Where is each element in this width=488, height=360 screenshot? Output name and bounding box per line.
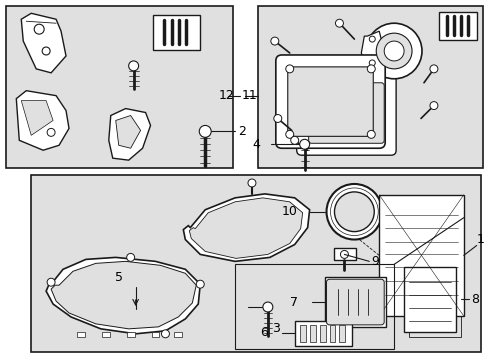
Bar: [294, 321, 352, 346]
Bar: [324, 277, 386, 327]
Text: 1: 1: [476, 233, 484, 246]
Text: 10: 10: [281, 205, 297, 218]
Polygon shape: [21, 100, 53, 135]
Circle shape: [273, 114, 281, 122]
Bar: [299, 325, 305, 342]
Bar: [257, 6, 482, 168]
Circle shape: [128, 61, 138, 71]
Circle shape: [429, 65, 437, 73]
Polygon shape: [116, 116, 141, 148]
Circle shape: [366, 65, 374, 73]
Polygon shape: [189, 198, 302, 258]
Bar: [339, 325, 345, 342]
Circle shape: [384, 41, 403, 61]
Text: 12: 12: [218, 89, 234, 102]
Text: 3: 3: [271, 322, 279, 336]
FancyBboxPatch shape: [296, 71, 395, 155]
Text: 4: 4: [251, 138, 260, 151]
Bar: [438, 12, 476, 40]
Text: 2: 2: [238, 125, 245, 138]
Bar: [309, 325, 315, 342]
Bar: [6, 6, 233, 168]
Bar: [408, 272, 460, 337]
Bar: [329, 325, 335, 342]
Circle shape: [299, 139, 309, 149]
Bar: [152, 15, 200, 50]
Circle shape: [340, 251, 347, 258]
Circle shape: [375, 33, 411, 69]
Circle shape: [326, 184, 382, 239]
Circle shape: [263, 302, 272, 312]
Bar: [126, 332, 134, 337]
FancyBboxPatch shape: [287, 67, 372, 136]
Bar: [174, 332, 182, 337]
Circle shape: [247, 179, 255, 187]
Circle shape: [126, 253, 134, 261]
Circle shape: [31, 104, 41, 113]
Circle shape: [334, 192, 373, 231]
FancyBboxPatch shape: [308, 83, 384, 143]
Polygon shape: [183, 194, 309, 261]
Text: 8: 8: [470, 293, 478, 306]
Circle shape: [47, 129, 55, 136]
Polygon shape: [108, 109, 150, 160]
Circle shape: [285, 65, 293, 73]
Circle shape: [270, 37, 278, 45]
Circle shape: [368, 60, 374, 66]
Bar: [31, 175, 480, 352]
FancyBboxPatch shape: [326, 279, 384, 325]
Polygon shape: [21, 13, 66, 73]
Text: 11: 11: [242, 89, 257, 102]
Polygon shape: [16, 91, 69, 150]
Circle shape: [47, 278, 55, 286]
Circle shape: [290, 136, 298, 144]
Circle shape: [34, 24, 44, 34]
Bar: [102, 332, 109, 337]
Bar: [151, 332, 159, 337]
Circle shape: [161, 330, 169, 338]
Bar: [319, 325, 325, 342]
Bar: [379, 195, 463, 316]
Circle shape: [366, 23, 421, 79]
Circle shape: [199, 125, 211, 137]
Bar: [77, 332, 85, 337]
Circle shape: [429, 102, 437, 109]
Circle shape: [366, 130, 374, 138]
Polygon shape: [361, 31, 384, 69]
Text: 5: 5: [115, 271, 122, 284]
Text: 6: 6: [260, 326, 267, 339]
Polygon shape: [46, 257, 200, 334]
Circle shape: [42, 47, 50, 55]
Circle shape: [196, 280, 204, 288]
Circle shape: [335, 19, 343, 27]
Bar: [403, 267, 455, 332]
Circle shape: [368, 36, 374, 42]
Polygon shape: [51, 261, 196, 329]
Bar: [334, 248, 356, 260]
Circle shape: [285, 130, 293, 138]
Text: 7: 7: [289, 296, 297, 309]
Text: 9: 9: [370, 255, 378, 268]
FancyBboxPatch shape: [275, 55, 385, 148]
